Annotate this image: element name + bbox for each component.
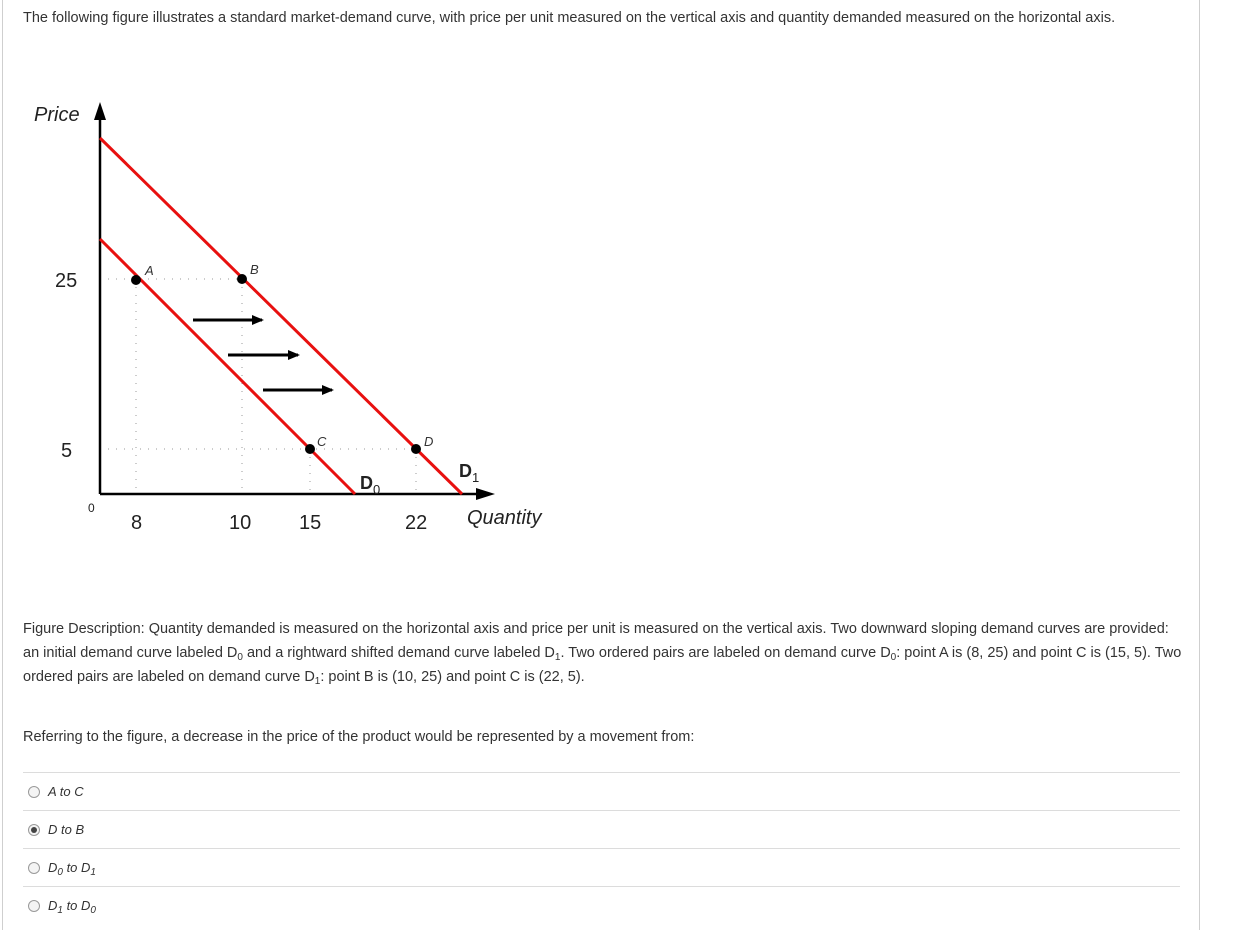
curve-d0-label: D0: [360, 473, 380, 497]
shift-arrows: [193, 315, 334, 395]
answer-option-d0-to-d1[interactable]: D0 to D1: [23, 848, 1180, 886]
figure-description: Figure Description: Quantity demanded is…: [23, 621, 1182, 687]
x-axis-label: Quantity: [467, 507, 542, 529]
radio-button[interactable]: [28, 899, 40, 912]
point-c: [305, 444, 315, 454]
option-label: D to B: [48, 822, 85, 837]
answer-option-d1-to-d0[interactable]: D1 to D0: [23, 886, 1180, 924]
point-a-label: A: [144, 263, 154, 278]
guide-lines: [100, 278, 417, 494]
intro-text: The following figure illustrates a stand…: [23, 10, 1116, 26]
answer-options: A to C D to B D0 to D1 D1 to D0: [23, 772, 1180, 924]
y-tick-label: 25: [55, 270, 77, 292]
radio-button-selected[interactable]: [28, 823, 40, 836]
demand-curve-figure: A B C D Price Quantity 25 5 0 8 10 15 22…: [34, 102, 542, 534]
y-axis-arrowhead: [94, 102, 106, 120]
x-tick-label: 8: [131, 512, 142, 534]
answer-option-d-to-b[interactable]: D to B: [23, 810, 1180, 848]
x-tick-label: 22: [405, 512, 427, 534]
x-axis-arrowhead: [476, 488, 495, 500]
point-a: [131, 275, 141, 285]
x-tick-label: 10: [229, 512, 251, 534]
point-c-label: C: [317, 434, 327, 449]
radio-button[interactable]: [28, 785, 40, 798]
question-text: Referring to the figure, a decrease in t…: [23, 729, 695, 745]
answer-option-a-to-c[interactable]: A to C: [23, 772, 1180, 810]
question-panel: [2, 0, 1200, 930]
point-d-label: D: [424, 434, 433, 449]
option-label: A to C: [48, 784, 84, 799]
point-b: [237, 274, 247, 284]
demand-curve-d1: [98, 136, 464, 496]
x-tick-label: 15: [299, 512, 321, 534]
option-label: D0 to D1: [48, 860, 96, 878]
y-tick-label: 5: [61, 440, 72, 462]
radio-button[interactable]: [28, 861, 40, 874]
option-label: D1 to D0: [48, 898, 96, 916]
point-b-label: B: [250, 262, 259, 277]
curve-d1-label: D1: [459, 461, 479, 485]
origin-label: 0: [88, 501, 95, 515]
point-d: [411, 444, 421, 454]
y-axis-label: Price: [34, 104, 80, 126]
